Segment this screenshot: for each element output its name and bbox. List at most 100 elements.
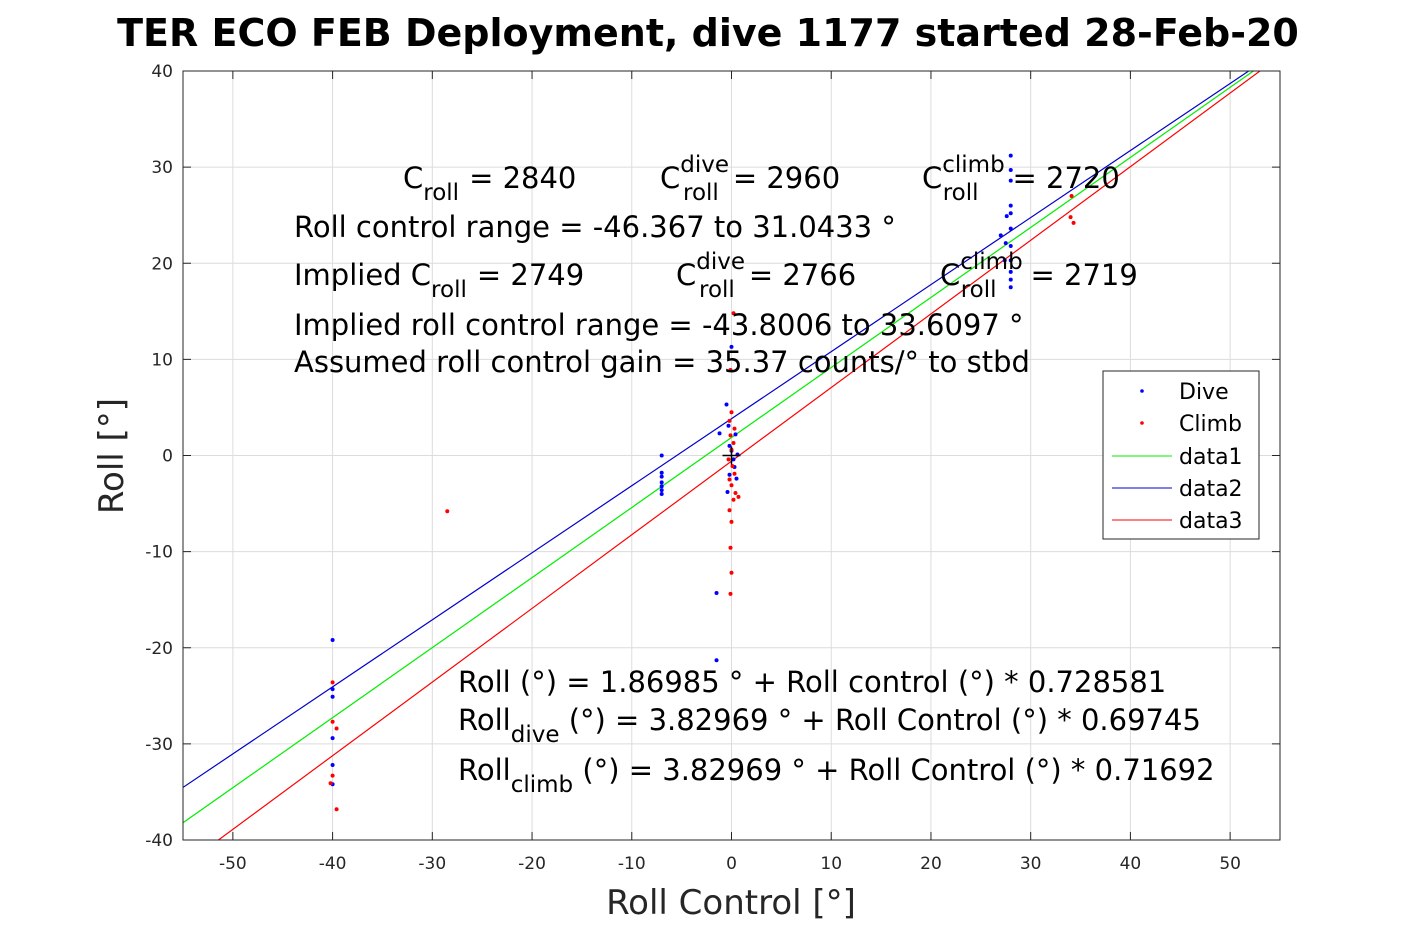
y-tick-label: 10 — [151, 350, 173, 370]
point-dive — [998, 233, 1003, 238]
point-climb — [729, 483, 734, 488]
x-tick-label: 20 — [920, 854, 942, 874]
point-dive — [659, 470, 664, 475]
point-climb — [727, 508, 732, 513]
origin-marker — [722, 446, 741, 465]
point-climb — [731, 497, 736, 502]
annotation-c-roll-climb: Cclimb roll = 2720 — [922, 152, 1120, 206]
annotation-c-roll-dive: Cdive roll = 2960 — [660, 152, 840, 206]
x-tick-label: 50 — [1219, 854, 1241, 874]
point-dive — [1008, 285, 1013, 290]
point-dive — [1004, 214, 1009, 219]
point-climb — [1068, 215, 1073, 220]
x-tick-label: 30 — [1020, 854, 1042, 874]
point-climb — [729, 570, 734, 575]
point-dive — [330, 736, 335, 741]
annotation-implied-c-roll-climb: Cclimb roll = 2719 — [940, 249, 1138, 303]
annotation-gain: Assumed roll control gain = 35.37 counts… — [294, 345, 1030, 379]
point-dive — [659, 488, 664, 493]
point-dive — [1008, 168, 1013, 173]
y-tick-label: 40 — [151, 62, 173, 82]
point-climb — [1071, 220, 1076, 225]
x-tick-label: 0 — [726, 854, 737, 874]
point-dive — [727, 472, 732, 477]
annotation-implied-range: Implied roll control range = -43.8006 to… — [294, 308, 1024, 342]
point-climb — [728, 367, 733, 372]
legend-climb-label: Climb — [1179, 412, 1242, 437]
point-climb — [732, 471, 737, 476]
point-climb — [728, 545, 733, 550]
point-climb — [733, 490, 738, 495]
point-climb — [728, 433, 733, 438]
data-points — [328, 153, 1076, 812]
point-climb — [334, 807, 339, 812]
legend-climb-marker — [1140, 421, 1144, 425]
x-tick-label: -20 — [518, 854, 546, 874]
fit-line-data2 — [183, 71, 1250, 788]
point-climb — [729, 519, 734, 524]
point-dive — [330, 694, 335, 699]
x-tick-label: 40 — [1120, 854, 1142, 874]
point-dive — [714, 658, 719, 663]
point-climb — [330, 680, 335, 685]
point-climb — [445, 509, 450, 514]
point-climb — [727, 477, 732, 482]
point-climb — [736, 494, 741, 499]
point-climb — [330, 719, 335, 724]
legend: Dive Climb data1 data2 data3 — [1102, 370, 1260, 540]
point-dive — [1008, 277, 1013, 282]
point-dive — [1008, 269, 1013, 274]
point-dive — [1008, 226, 1013, 231]
point-climb — [726, 457, 731, 462]
point-climb — [330, 773, 335, 778]
point-dive — [659, 491, 664, 496]
chart-title: TER ECO FEB Deployment, dive 1177 starte… — [117, 11, 1299, 55]
point-dive — [330, 763, 335, 768]
point-climb — [728, 591, 733, 596]
x-tick-label: -30 — [418, 854, 446, 874]
point-dive — [330, 638, 335, 643]
point-climb — [731, 441, 736, 446]
y-tick-label: -30 — [145, 735, 173, 755]
point-dive — [724, 402, 729, 407]
point-dive — [727, 443, 732, 448]
legend-data3-label: data3 — [1179, 509, 1243, 534]
annotation-implied-c-roll-dive: Cdive roll = 2766 — [676, 249, 856, 303]
point-dive — [659, 484, 664, 489]
point-climb — [732, 426, 737, 431]
legend-data1-label: data1 — [1179, 445, 1243, 470]
point-dive — [725, 490, 730, 495]
legend-dive-label: Dive — [1179, 380, 1229, 405]
point-dive — [659, 480, 664, 485]
point-climb — [730, 464, 735, 469]
annotation-fit-dive: Rolldive (°) = 3.82969 ° + Roll Control … — [458, 703, 1201, 748]
y-tick-label: -40 — [145, 831, 173, 851]
y-tick-label: 30 — [151, 158, 173, 178]
point-climb — [731, 311, 736, 316]
point-dive — [1002, 258, 1007, 263]
annotation-fit-all: Roll (°) = 1.86985 ° + Roll control (°) … — [458, 665, 1166, 699]
point-dive — [1008, 153, 1013, 158]
point-dive — [1008, 243, 1013, 248]
point-dive — [733, 432, 738, 437]
annotation-implied-c-roll: Implied Croll = 2749 — [294, 258, 584, 303]
point-dive — [330, 687, 335, 692]
x-tick-label: 10 — [820, 854, 842, 874]
point-climb — [1069, 193, 1074, 198]
point-dive — [729, 344, 734, 349]
point-dive — [731, 457, 736, 462]
x-tick-label: -40 — [319, 854, 347, 874]
annotation-c-roll: Croll = 2840 — [403, 161, 576, 206]
point-dive — [1008, 203, 1013, 208]
point-dive — [1008, 178, 1013, 183]
point-dive — [726, 423, 731, 428]
point-dive — [659, 453, 664, 458]
legend-dive-marker — [1140, 389, 1144, 393]
x-axis-label: Roll Control [°] — [606, 883, 856, 923]
y-tick-label: -20 — [145, 639, 173, 659]
legend-data2-label: data2 — [1179, 477, 1243, 502]
y-tick-label: -10 — [145, 543, 173, 563]
point-dive — [659, 474, 664, 479]
point-climb — [334, 726, 339, 731]
point-climb — [727, 418, 732, 423]
